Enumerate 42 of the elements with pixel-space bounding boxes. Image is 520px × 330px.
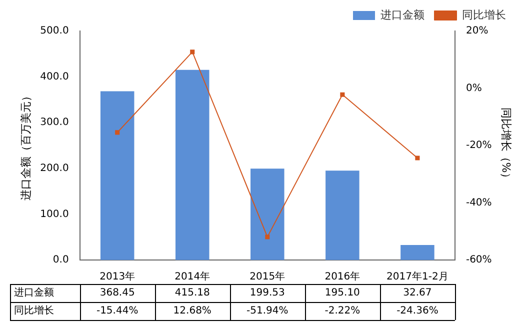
data-label: 415.18 xyxy=(174,288,210,299)
x-tick-label: 2013年 xyxy=(100,270,136,283)
point xyxy=(340,92,345,97)
point xyxy=(265,234,270,240)
x-tick-label: 2015年 xyxy=(250,270,286,283)
bar xyxy=(400,245,434,260)
x-tick-label: 2016年 xyxy=(324,270,360,283)
data-label: -2.22% xyxy=(324,306,360,317)
y-tick-label: 200.0 xyxy=(40,162,69,174)
x-tick-label: 2017年1-2月 xyxy=(386,270,448,283)
bar xyxy=(326,170,360,260)
legend-label: 同比增长 xyxy=(462,8,506,22)
bar xyxy=(100,91,134,260)
data-label: 12.68% xyxy=(173,306,212,317)
point xyxy=(115,130,120,135)
y-tick-label: 0.0 xyxy=(52,254,69,266)
point xyxy=(190,50,195,54)
data-label: 368.45 xyxy=(100,288,135,299)
y2-axis-title: 同比增长（%） xyxy=(500,107,513,184)
y-tick-label: 100.0 xyxy=(40,208,69,220)
y2-tick-label: -40% xyxy=(466,197,492,208)
y-tick-label: 300.0 xyxy=(40,117,69,128)
data-label: -51.94% xyxy=(246,306,288,317)
bar xyxy=(175,70,210,260)
bar xyxy=(250,168,284,260)
x-tick-label: 2014年 xyxy=(174,270,210,283)
data-label: 199.53 xyxy=(250,288,285,299)
data-label: -15.44% xyxy=(96,306,138,317)
y2-tick-label: -20% xyxy=(466,140,492,152)
point xyxy=(415,156,420,160)
text: 进口金额 xyxy=(14,288,54,299)
text: 同比增长 xyxy=(14,306,54,317)
y-axis-title: 进口金额（百万美元） xyxy=(19,90,32,200)
y-tick-label: 400.0 xyxy=(40,71,69,82)
y-tick-label: 500.0 xyxy=(40,26,69,37)
legend-label: 进口金额 xyxy=(380,8,424,22)
data-label: 32.67 xyxy=(403,288,432,299)
y2-tick-label: -60% xyxy=(466,254,492,266)
data-label: 195.10 xyxy=(324,288,360,299)
y2-tick-label: 20% xyxy=(466,26,488,37)
data-label: -24.36% xyxy=(396,306,438,317)
y2-tick-label: 0% xyxy=(466,82,482,94)
